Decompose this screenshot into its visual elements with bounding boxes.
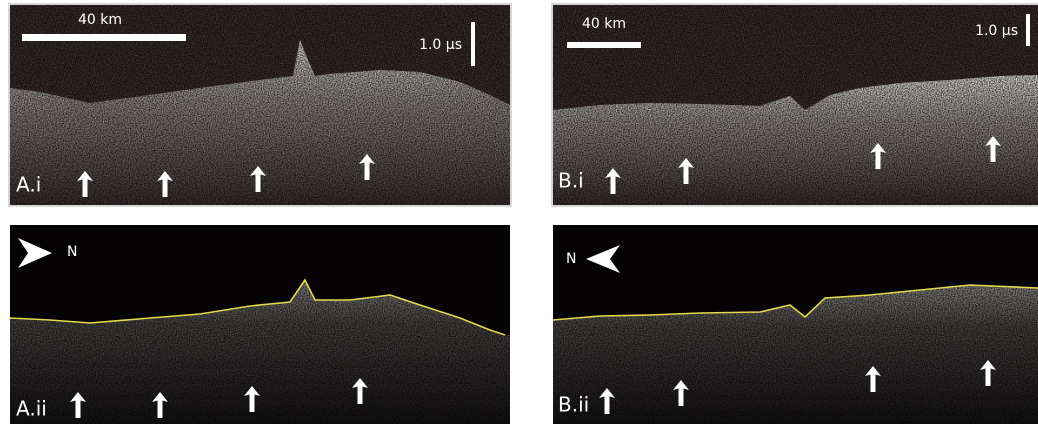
distance-scale-label: 40 km bbox=[78, 12, 122, 28]
panel-b-ii: N B.ii bbox=[553, 225, 1038, 424]
panel-label: B.i bbox=[558, 169, 584, 193]
panel-a-i: 40 km 1.0 µs A.i bbox=[8, 3, 512, 207]
time-scale-label: 1.0 µs bbox=[975, 23, 1018, 39]
distance-scale-label: 40 km bbox=[582, 16, 626, 32]
page: {"panels": [ {"label": "A.i", "scale_dis… bbox=[0, 0, 1038, 424]
figure: 40 km 1.0 µs A.i N A.ii 40 km bbox=[0, 0, 1038, 424]
north-label: N bbox=[67, 244, 77, 260]
time-scale-bar bbox=[471, 22, 475, 66]
distance-scale-bar bbox=[567, 42, 641, 48]
time-scale-label: 1.0 µs bbox=[419, 37, 462, 53]
panel-b-i: 40 km 1.0 µs B.i bbox=[551, 3, 1038, 207]
panel-label: B.ii bbox=[558, 393, 589, 417]
time-scale-bar bbox=[1026, 14, 1030, 46]
north-label: N bbox=[566, 251, 576, 267]
panel-a-ii: N A.ii bbox=[10, 225, 510, 424]
panel-label: A.ii bbox=[16, 397, 47, 421]
distance-scale-bar bbox=[22, 34, 186, 41]
panel-label: A.i bbox=[16, 173, 41, 197]
